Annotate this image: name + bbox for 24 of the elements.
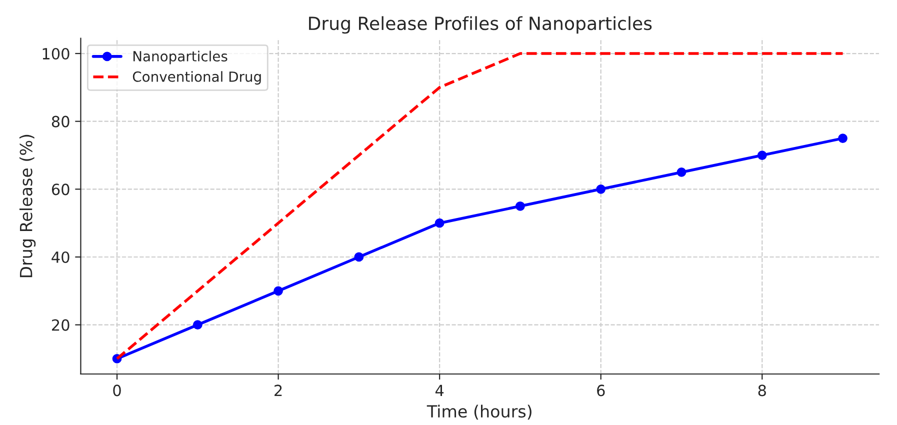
point: [838, 134, 848, 143]
y-tick-label: 100: [42, 48, 70, 60]
x-tick-label: 2: [274, 384, 282, 396]
point: [757, 150, 767, 160]
chart-title: Drug Release Profiles of Nanoparticles: [309, 16, 652, 34]
y-tick-label: 60: [52, 184, 70, 196]
x-axis-title: Time (hours): [426, 404, 532, 420]
point: [676, 168, 686, 177]
legend-label: Conventional Drug: [132, 71, 261, 85]
x-tick-label: 8: [758, 384, 766, 396]
x-tick-label: 4: [435, 384, 444, 396]
x-tick-label: 0: [113, 384, 121, 396]
y-tick-label: 20: [52, 319, 70, 331]
point: [354, 252, 364, 262]
y-tick-label: 80: [52, 116, 70, 128]
point: [192, 320, 202, 330]
point: [274, 286, 283, 296]
y-axis-title: Drug Release (%): [19, 134, 36, 278]
point: [516, 201, 525, 211]
point: [596, 184, 606, 194]
legend-label: Nanoparticles: [133, 50, 228, 64]
y-tick-label: 40: [52, 251, 70, 264]
x-tick-label: 6: [597, 384, 605, 396]
point: [434, 218, 444, 228]
